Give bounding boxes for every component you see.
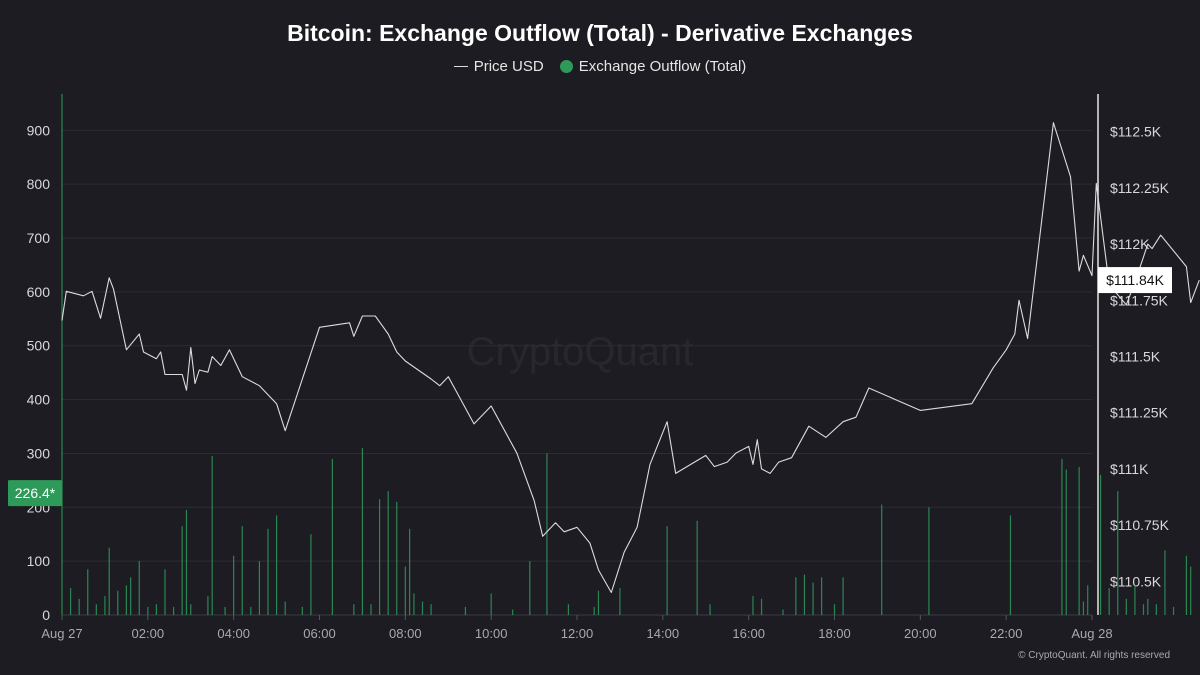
y-right-tick-label: $111.75K bbox=[1110, 292, 1169, 308]
copyright-footer: © CryptoQuant. All rights reserved bbox=[1018, 650, 1170, 661]
legend-label-price: Price USD bbox=[473, 58, 544, 75]
y-left-tick-label: 500 bbox=[27, 338, 51, 354]
y-left-tick-label: 100 bbox=[27, 553, 51, 569]
current-outflow-badge bbox=[8, 480, 62, 507]
current-price-badge bbox=[1098, 267, 1172, 294]
y-right-tick-label: $112.5K bbox=[1110, 124, 1162, 140]
y-right-tick-label: $110.75K bbox=[1110, 517, 1170, 533]
legend-item-price[interactable]: Price USD bbox=[453, 58, 544, 75]
y-right-tick-label: $111.5K bbox=[1110, 349, 1161, 365]
y-right-tick-label: $111K bbox=[1110, 461, 1149, 477]
y-left-tick-label: 0 bbox=[42, 607, 50, 623]
y-left-tick-label: 600 bbox=[27, 284, 51, 300]
price-line bbox=[61, 122, 1200, 594]
y-right-tick-label: $111.25K bbox=[1110, 405, 1169, 421]
y-right-tick-label: $112.25K bbox=[1110, 180, 1170, 196]
x-tick-label: 14:00 bbox=[647, 626, 680, 641]
watermark-text: CryptoQuant bbox=[467, 330, 694, 374]
y-right-tick-label: $112K bbox=[1110, 236, 1150, 252]
y-left-tick-label: 300 bbox=[27, 445, 51, 461]
chart-legend: Price USD Exchange Outflow (Total) bbox=[0, 58, 1200, 75]
price-line-swatch bbox=[453, 66, 468, 67]
current-outflow-value: 226.4* bbox=[15, 485, 56, 501]
y-left-tick-label: 900 bbox=[27, 122, 51, 138]
x-tick-label: 08:00 bbox=[389, 626, 422, 641]
outflow-dot-swatch bbox=[559, 60, 573, 73]
legend-label-outflow: Exchange Outflow (Total) bbox=[578, 58, 747, 75]
x-tick-label: 10:00 bbox=[475, 626, 508, 641]
x-tick-label: Aug 27 bbox=[41, 626, 82, 641]
x-tick-label: 12:00 bbox=[561, 626, 594, 641]
x-tick-label: Aug 28 bbox=[1071, 626, 1112, 641]
legend-item-outflow[interactable]: Exchange Outflow (Total) bbox=[559, 58, 747, 75]
x-tick-label: 02:00 bbox=[132, 626, 165, 641]
y-left-tick-label: 700 bbox=[27, 230, 51, 246]
x-tick-label: 06:00 bbox=[303, 626, 336, 641]
chart-title: Bitcoin: Exchange Outflow (Total) - Deri… bbox=[287, 20, 913, 46]
y-right-tick-label: $110.5K bbox=[1110, 573, 1162, 589]
x-tick-label: 04:00 bbox=[217, 626, 250, 641]
y-left-tick-label: 800 bbox=[27, 176, 51, 192]
current-price-value: $111.84K bbox=[1106, 272, 1165, 288]
x-tick-label: 20:00 bbox=[904, 626, 937, 641]
y-left-tick-label: 400 bbox=[27, 392, 51, 408]
x-tick-label: 18:00 bbox=[818, 626, 851, 641]
x-tick-label: 16:00 bbox=[732, 626, 765, 641]
x-tick-label: 22:00 bbox=[990, 626, 1023, 641]
